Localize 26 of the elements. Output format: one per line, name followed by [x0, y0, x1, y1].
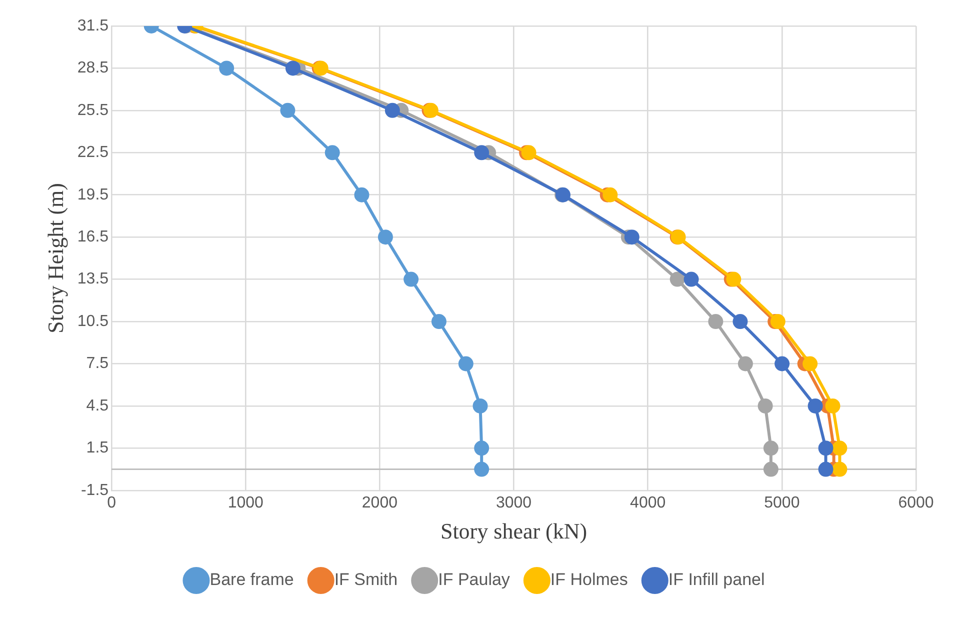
legend-label: IF Paulay — [438, 570, 510, 590]
y-tick-label: 4.5 — [86, 397, 109, 414]
y-tick-label: 13.5 — [77, 270, 109, 288]
x-tick-label: 3000 — [496, 494, 532, 512]
y-tick-label: 16.5 — [77, 228, 109, 246]
legend-label: Bare frame — [210, 570, 294, 590]
legend-label: IF Holmes — [550, 570, 628, 590]
y-tick-label: -1.5 — [80, 482, 109, 499]
y-tick-label: 1.5 — [86, 440, 109, 457]
y-tick-label: 22.5 — [77, 144, 109, 162]
y-tick-label: 7.5 — [86, 355, 109, 372]
y-tick-label: 28.5 — [77, 60, 109, 77]
x-tick-label: 0 — [107, 494, 116, 512]
x-axis-title: Story shear (kN) — [440, 518, 588, 544]
y-tick-label: 25.5 — [77, 102, 109, 119]
y-tick-label: 10.5 — [77, 312, 109, 330]
y-tick-label: 31.5 — [77, 17, 109, 34]
y-tick-label: 19.5 — [77, 186, 109, 204]
x-tick-label: 6000 — [898, 494, 934, 512]
y-axis-title: Story Height (m) — [42, 183, 68, 334]
x-tick-label: 5000 — [764, 494, 800, 512]
x-tick-label: 1000 — [228, 494, 264, 512]
x-tick-label: 2000 — [362, 494, 398, 512]
x-tick-label: 4000 — [630, 494, 666, 512]
legend-label: IF Infill panel — [668, 570, 765, 590]
legend-label: IF Smith — [334, 570, 398, 590]
